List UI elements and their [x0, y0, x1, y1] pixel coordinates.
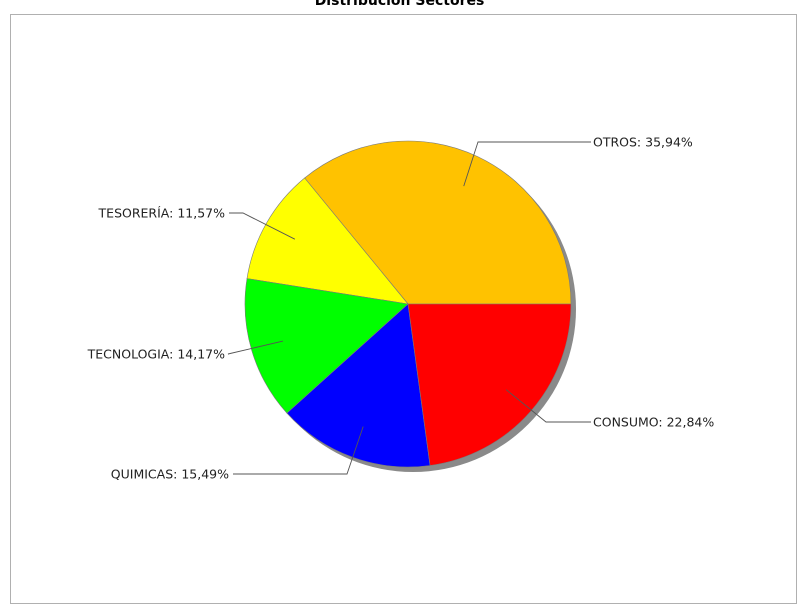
leader-line-tecnologia	[227, 340, 284, 355]
pie-slice-tecnologia	[244, 278, 409, 414]
slice-label-tesorera: TESORERÍA: 11,57%	[98, 206, 226, 221]
pie-chart: OTROS: 35,94% TESORERÍA: 11,57% TECNOLOGIA…	[87, 135, 715, 482]
slice-label-tecnologia: TECNOLOGIA: 14,17%	[87, 347, 225, 362]
pie-slice-quimicas	[286, 303, 431, 468]
pie-slice-tesorera	[246, 177, 409, 305]
leader-line-quimicas	[233, 426, 364, 475]
leader-line-tesorera	[229, 212, 296, 240]
pie-slice-consumo	[407, 303, 572, 466]
slice-label-otros: OTROS: 35,94%	[593, 135, 693, 150]
chart-title: Distribución Sectores	[314, 0, 485, 9]
leader-line-otros	[463, 141, 591, 187]
slice-label-consumo: CONSUMO: 22,84%	[593, 415, 714, 430]
slice-label-quimicas: QUIMICAS: 15,49%	[111, 467, 229, 482]
leader-line-consumo	[505, 389, 591, 423]
pie-slice-otros	[304, 140, 572, 305]
